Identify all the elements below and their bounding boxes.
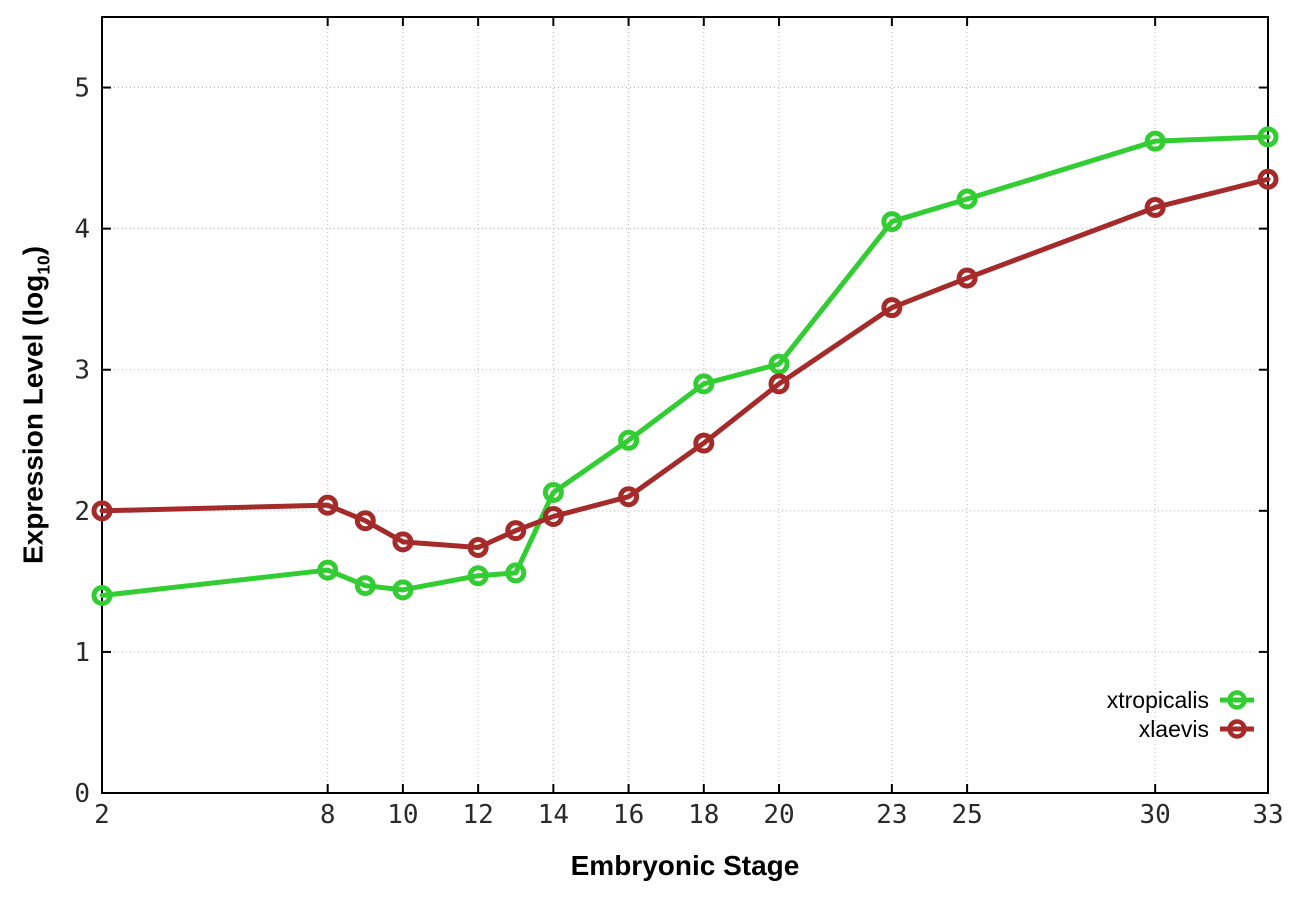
data-point-xlaevis-2 [91, 500, 113, 522]
legend-item: xtropicalis [1106, 687, 1256, 713]
legend: xtropicalis xlaevis [1106, 687, 1256, 742]
legend-label-xlaevis: xlaevis [1138, 716, 1209, 742]
data-point-xlaevis-12 [467, 537, 489, 559]
data-point-xtropicalis-13 [505, 562, 527, 584]
x-tick-label: 10 [387, 800, 418, 830]
data-point-xlaevis-8 [317, 494, 339, 516]
x-tick-label: 14 [538, 800, 569, 830]
y-tick-label: 0 [74, 779, 90, 809]
x-tick-label: 18 [688, 800, 719, 830]
data-point-xlaevis-9 [354, 510, 376, 532]
y-axis-title-subscript: 10 [33, 255, 54, 275]
data-point-xtropicalis-20 [768, 353, 790, 375]
data-point-xtropicalis-2 [91, 584, 113, 606]
y-tick-label: 4 [74, 215, 90, 245]
legend-item: xlaevis [1107, 716, 1256, 742]
series-line-xtropicalis [99, 134, 1271, 598]
legend-label-xtropicalis: xtropicalis [1106, 687, 1209, 713]
data-point-xtropicalis-12 [467, 565, 489, 587]
legend-marker-xlaevis [1220, 719, 1254, 739]
data-point-xtropicalis-14 [542, 481, 564, 503]
data-point-xtropicalis-25 [956, 188, 978, 210]
data-point-xtropicalis-8 [317, 559, 339, 581]
x-tick-label: 8 [320, 800, 336, 830]
data-point-xlaevis-33 [1257, 168, 1279, 190]
data-point-xlaevis-16 [618, 486, 640, 508]
data-point-xlaevis-13 [505, 520, 527, 542]
y-axis-title-suffix: ) [17, 245, 49, 256]
data-point-xtropicalis-10 [392, 579, 414, 601]
x-tick-label: 20 [763, 800, 794, 830]
data-point-xtropicalis-33 [1257, 126, 1279, 148]
data-point-xlaevis-30 [1144, 196, 1166, 218]
y-tick-label: 1 [74, 638, 90, 668]
plot-border [101, 16, 1269, 794]
data-point-xlaevis-14 [542, 505, 564, 527]
x-tick-label: 16 [613, 800, 644, 830]
x-tick-label: 12 [462, 800, 493, 830]
data-point-xlaevis-25 [956, 267, 978, 289]
y-axis-title: Expression Level (log10) [18, 246, 55, 564]
x-tick-label: 23 [876, 800, 907, 830]
data-point-xlaevis-23 [881, 297, 903, 319]
x-tick-label: 2 [94, 800, 110, 830]
data-point-xtropicalis-23 [881, 211, 903, 233]
x-tick-label: 30 [1140, 800, 1171, 830]
data-point-xtropicalis-9 [354, 575, 376, 597]
y-axis-title-text: Expression Level (log [17, 274, 49, 565]
x-axis-title: Embryonic Stage [570, 850, 800, 881]
y-tick-label: 2 [74, 497, 90, 527]
x-tick-label: 25 [951, 800, 982, 830]
series-line-xlaevis [99, 176, 1271, 551]
data-point-xlaevis-10 [392, 531, 414, 553]
x-tick-label: 33 [1252, 800, 1283, 830]
data-point-xtropicalis-30 [1144, 130, 1166, 152]
legend-marker-xtropicalis [1220, 690, 1254, 710]
data-point-xlaevis-20 [768, 373, 790, 395]
y-tick-label: 3 [74, 356, 90, 386]
y-tick-label: 5 [74, 74, 90, 104]
data-point-xtropicalis-18 [693, 373, 715, 395]
data-point-xlaevis-18 [693, 432, 715, 454]
data-point-xtropicalis-16 [618, 429, 640, 451]
